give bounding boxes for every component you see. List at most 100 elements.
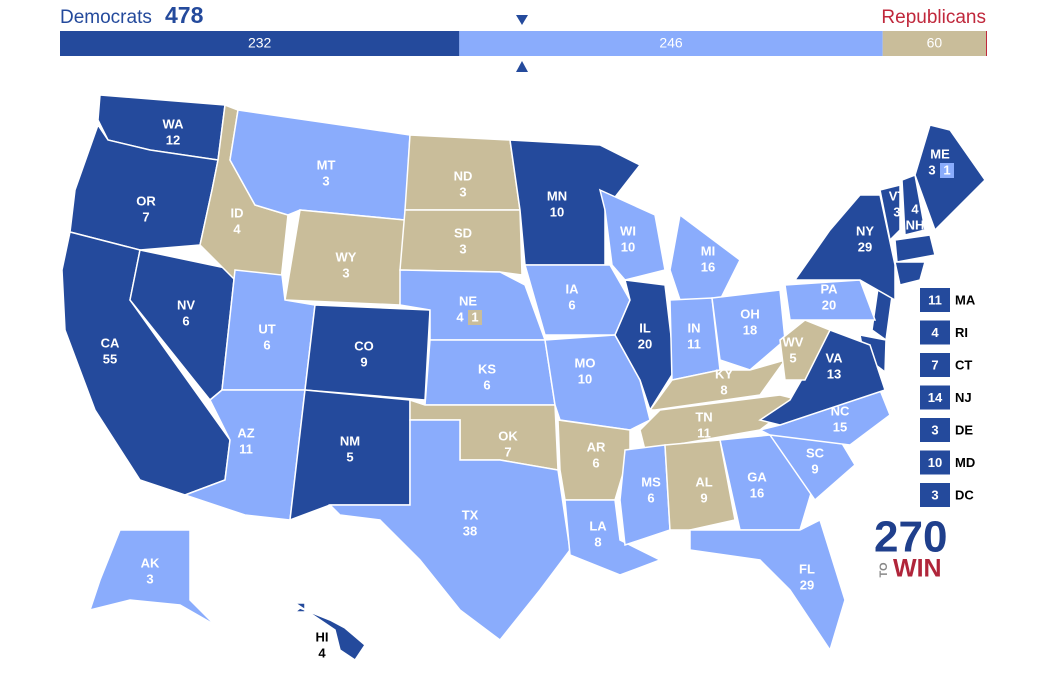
state-abbr: WV [783, 334, 804, 349]
right-label: Republicans [881, 7, 986, 28]
state-abbr: WA [163, 116, 185, 131]
state-ev: 38 [463, 523, 477, 538]
state-ev: 29 [858, 239, 872, 254]
state-abbr: TX [462, 507, 479, 522]
state-ev: 20 [638, 336, 652, 351]
state-ev: 11 [239, 441, 253, 456]
state-ev: 4 [233, 221, 241, 236]
left-total: 478 [165, 2, 204, 28]
state-abbr: GA [747, 469, 767, 484]
small-state-ev: 14 [928, 390, 943, 405]
state-ev: 9 [700, 490, 707, 505]
state-ev: 3 [322, 173, 329, 188]
state-abbr: ND [454, 168, 473, 183]
small-state-ev: 7 [931, 357, 938, 372]
small-state-box [920, 385, 950, 410]
small-state-box [920, 450, 950, 475]
state-ev: 7 [142, 209, 149, 224]
state-abbr: AZ [237, 425, 254, 440]
state-abbr: IL [639, 320, 651, 335]
state [711, 289, 786, 371]
marker-top [516, 15, 528, 25]
state [524, 264, 631, 336]
small-state-abbr: MD [955, 455, 975, 470]
state-abbr: KY [715, 366, 733, 381]
state-abbr: MT [317, 157, 336, 172]
state-abbr: TN [695, 409, 712, 424]
state-ev: 8 [720, 382, 727, 397]
small-state-abbr: RI [955, 325, 968, 340]
state-abbr: OR [136, 193, 156, 208]
state-abbr: ID [231, 205, 244, 220]
state-ev: 12 [166, 132, 180, 147]
state [564, 499, 662, 576]
state-abbr: MN [547, 188, 567, 203]
state-abbr: AL [695, 474, 712, 489]
state-abbr: NE [459, 293, 477, 308]
state-abbr: KS [478, 361, 496, 376]
small-state-box [920, 353, 950, 377]
state-ev: 10 [550, 204, 564, 219]
state-abbr: ME [930, 146, 950, 161]
small-state-abbr: DC [955, 487, 974, 502]
state-ev: 11 [697, 425, 711, 440]
state-abbr: LA [589, 518, 607, 533]
state [292, 602, 366, 662]
bar-segment [882, 31, 986, 56]
bar-segment [459, 31, 883, 56]
state-abbr: VT [889, 188, 906, 203]
state-ev: 11 [687, 336, 701, 351]
state [758, 329, 886, 426]
state [88, 529, 216, 626]
state-abbr: AR [587, 439, 606, 454]
state [509, 139, 642, 266]
state-abbr: UT [258, 321, 275, 336]
state-abbr: WI [620, 223, 636, 238]
small-state-ev: 3 [931, 487, 938, 502]
small-state-box [920, 418, 950, 442]
state-ev: 20 [822, 297, 836, 312]
bar-segment [60, 31, 460, 56]
state-ev: 10 [578, 371, 592, 386]
split-box [940, 163, 954, 178]
state-ev: 4 [911, 201, 919, 216]
state-ev: 16 [750, 485, 764, 500]
state-abbr: CA [101, 335, 120, 350]
left-label: Democrats [60, 7, 152, 28]
state-ev: 6 [182, 313, 189, 328]
state-abbr: CO [354, 338, 374, 353]
state-ev: 6 [592, 455, 599, 470]
state-ev: 55 [103, 351, 117, 366]
state-ev: 3 [459, 241, 466, 256]
state-ev: 3 [146, 571, 153, 586]
logo-small: TO [878, 562, 890, 578]
state [784, 279, 877, 321]
state-abbr: IA [566, 281, 580, 296]
small-state-abbr: CT [955, 357, 972, 372]
state-abbr: NH [906, 217, 925, 232]
small-state-box [920, 320, 950, 345]
state-abbr: NM [340, 433, 360, 448]
state-abbr: OK [498, 428, 518, 443]
small-state-abbr: MA [955, 292, 976, 307]
small-state-box [920, 288, 950, 312]
small-state-abbr: DE [955, 422, 973, 437]
state-ev: 16 [701, 259, 715, 274]
state-abbr: WY [336, 249, 357, 264]
logo-word: WIN [893, 555, 942, 583]
split-ev: 1 [471, 309, 478, 324]
state [664, 439, 736, 531]
state-abbr: SC [806, 445, 825, 460]
state-ev: 5 [346, 449, 353, 464]
state-abbr: OH [740, 306, 760, 321]
marker-bottom [516, 61, 528, 72]
state-abbr: NY [856, 223, 874, 238]
state-abbr: MO [575, 355, 596, 370]
bar-label: 246 [659, 35, 683, 51]
state-ev: 3 [893, 204, 900, 219]
state-abbr: MS [641, 474, 661, 489]
small-state-ev: 11 [928, 292, 942, 307]
state-abbr: VA [825, 350, 843, 365]
state [614, 279, 676, 412]
